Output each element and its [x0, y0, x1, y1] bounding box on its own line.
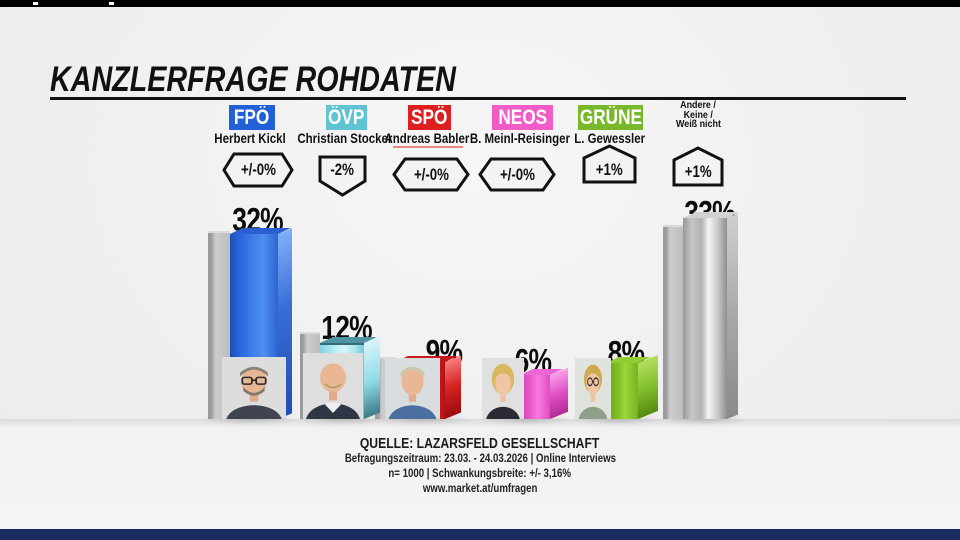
change-badge-gruene: +1% — [582, 144, 637, 184]
source-line: www.market.at/umfragen — [422, 483, 538, 495]
house-up-shape-icon — [672, 146, 724, 187]
party-label: SPÖ — [411, 105, 448, 129]
change-badge-spoe: +/-0% — [392, 157, 470, 192]
candidate-name-gewessler: L. Gewessler — [574, 131, 646, 146]
bar-gruene — [606, 354, 658, 419]
stage-floor — [0, 419, 960, 540]
bar-shadow — [200, 414, 300, 424]
change-badge-neos: +/-0% — [478, 157, 556, 192]
source-line: QUELLE: LAZARSFELD GESELLSCHAFT — [360, 436, 600, 452]
bar-shadow — [295, 414, 390, 424]
party-badge-neos: NEOS — [492, 105, 553, 130]
andreas-babler-photo — [385, 358, 440, 419]
change-badge-fpoe: +/-0% — [222, 152, 294, 188]
ghost-bar-andere — [663, 225, 683, 419]
change-badge-oevp: -2% — [318, 155, 367, 197]
party-label: GRÜNE — [579, 105, 642, 129]
bar-shadow — [372, 414, 472, 424]
bar-shadow — [570, 414, 665, 424]
title-underline — [50, 97, 906, 100]
party-label: ÖVP — [328, 105, 365, 129]
category-label-andere: Andere / Keine / Weiß nicht — [675, 99, 721, 131]
progress-tick — [33, 2, 38, 5]
party-badge-spoe: SPÖ — [408, 105, 451, 130]
party-badge-oevp: ÖVP — [326, 105, 367, 130]
candidate-name-kickl: Herbert Kickl — [214, 131, 286, 146]
candidate-name-stocker: Christian Stocker — [297, 131, 393, 146]
source-line: Befragungszeitraum: 23.03. - 24.03.2026 … — [344, 453, 616, 465]
candidate-name-meinl-reisinger: B. Meinl-Reisinger — [469, 131, 571, 146]
l-gewessler-photo — [575, 358, 611, 419]
party-label: NEOS — [498, 105, 547, 129]
party-badge-fpoe: FPÖ — [229, 105, 275, 130]
bar-neos — [520, 367, 568, 419]
christian-stocker-photo — [303, 353, 363, 419]
bar-shadow — [658, 414, 748, 424]
bar-shadow — [478, 414, 573, 424]
pentagon-down-shape-icon — [318, 155, 367, 197]
b-meinl-reisinger-photo — [482, 358, 524, 419]
hexagon-shape-icon — [478, 157, 556, 192]
top-progress-bar — [0, 0, 960, 7]
page-title: KANZLERFRAGE ROHDATEN — [50, 60, 457, 99]
progress-tick — [109, 2, 114, 5]
party-badge-gruene: GRÜNE — [578, 105, 643, 130]
change-badge-andere: +1% — [672, 146, 724, 187]
bar-andere — [683, 212, 740, 419]
bottom-ticker-bar — [0, 529, 960, 540]
herbert-kickl-photo — [222, 357, 286, 419]
source-line: n= 1000 | Schwankungsbreite: +/- 3,16% — [388, 468, 572, 480]
babler-red-underline — [393, 146, 463, 148]
hexagon-shape-icon — [222, 152, 294, 188]
house-up-shape-icon — [582, 144, 637, 184]
hexagon-shape-icon — [392, 157, 470, 192]
candidate-name-babler: Andreas Babler — [384, 131, 470, 146]
party-label: FPÖ — [234, 105, 270, 129]
